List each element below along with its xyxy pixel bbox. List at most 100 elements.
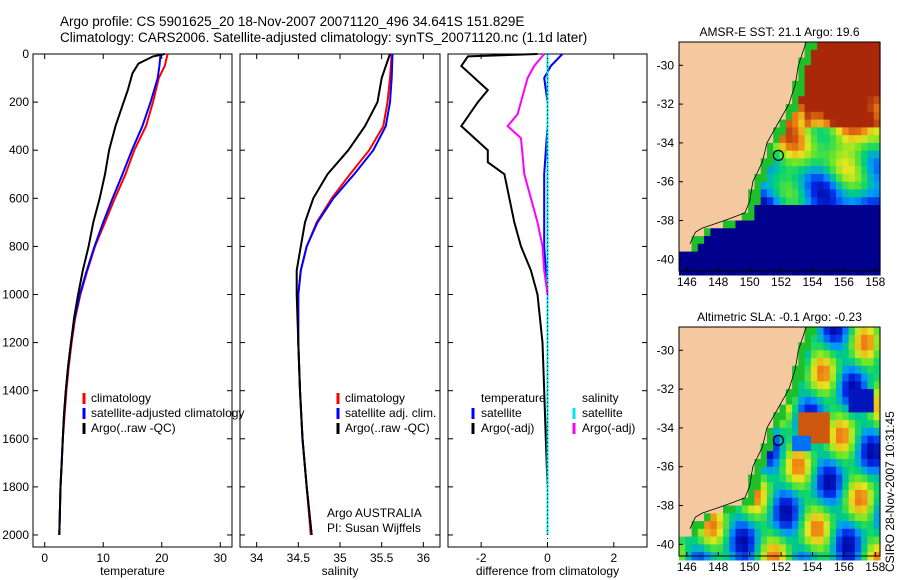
map-cell — [773, 197, 781, 206]
map-cell — [766, 174, 774, 183]
map-cell — [867, 389, 875, 398]
map-cell — [785, 358, 793, 367]
map-cell — [861, 49, 869, 59]
map-cell — [823, 96, 831, 105]
map-cell — [685, 73, 693, 82]
map-cell — [729, 342, 737, 351]
map-cell — [704, 365, 711, 375]
map-cell — [697, 181, 705, 191]
map-cell — [798, 243, 806, 253]
map-cell — [679, 135, 686, 144]
map-cell — [836, 197, 843, 206]
map-cell — [748, 166, 755, 175]
map-cell — [773, 474, 781, 483]
map-cell — [691, 104, 699, 113]
map-cell — [760, 396, 768, 406]
map-cell — [723, 466, 730, 476]
map-cell — [873, 412, 881, 421]
map-cell — [842, 181, 850, 191]
map-cell — [785, 404, 793, 413]
map-cell — [691, 220, 699, 229]
legend-label: satellite — [582, 406, 623, 420]
y-tick-label: 600 — [9, 191, 29, 205]
map-cell — [854, 259, 862, 268]
map-cell — [810, 443, 818, 452]
map-cell — [798, 205, 806, 214]
map-cell — [760, 119, 768, 128]
map-cell — [823, 251, 831, 260]
map-cell — [848, 389, 856, 398]
map-cell — [741, 459, 749, 468]
map-cell — [710, 350, 718, 359]
map-cell — [748, 396, 755, 406]
map-cell — [842, 142, 850, 152]
map-cell — [773, 119, 781, 128]
map-cell — [729, 158, 737, 167]
map-cell — [710, 528, 718, 538]
map-cell — [754, 474, 762, 483]
map-cell — [716, 197, 724, 206]
map-cell — [817, 243, 825, 253]
map-cell — [748, 127, 755, 136]
map-cell — [679, 197, 686, 206]
map-cell — [723, 342, 730, 351]
map-cell — [754, 381, 762, 390]
axes-box — [239, 53, 441, 548]
map-cell — [785, 327, 793, 336]
map-cell — [829, 420, 837, 429]
map-cell — [754, 49, 762, 59]
map-cell — [842, 412, 850, 421]
map-cell — [735, 259, 743, 268]
map-cell — [861, 158, 869, 167]
map-cell — [861, 459, 869, 468]
map-cell — [842, 466, 850, 476]
map-cell — [679, 166, 686, 175]
map-cell — [873, 73, 881, 82]
map-cell — [729, 358, 737, 367]
x-axis-label: difference from climatology — [476, 564, 619, 578]
map-cell — [697, 174, 705, 183]
map-cell — [817, 443, 825, 452]
map-cell — [760, 73, 768, 82]
map-cell — [854, 505, 862, 514]
map-cell — [760, 104, 768, 113]
map-cell — [679, 119, 686, 128]
map-cell — [704, 373, 711, 382]
map-cell — [785, 513, 793, 522]
map-cell — [704, 513, 711, 522]
map-cell — [729, 259, 737, 268]
map-cell — [679, 365, 686, 375]
map-cell — [723, 88, 730, 97]
map-cell — [773, 212, 781, 222]
map-cell — [754, 459, 762, 468]
map-cell — [817, 513, 825, 522]
map-cell — [716, 158, 724, 167]
map-cell — [716, 135, 724, 144]
map-cell — [704, 197, 711, 206]
map-cell — [804, 358, 812, 367]
map-cell — [685, 174, 693, 183]
map-cell — [760, 497, 768, 507]
map-cell — [842, 80, 850, 90]
map-cell — [823, 228, 831, 237]
map-cell — [760, 189, 768, 198]
map-cell — [697, 420, 705, 429]
map-cell — [729, 544, 737, 553]
map-cell — [823, 142, 831, 152]
map-cell — [792, 528, 799, 538]
map-cell — [773, 104, 781, 113]
map-cell — [704, 334, 711, 344]
map-cell — [873, 350, 881, 359]
map-cell — [842, 197, 850, 206]
map-cell — [741, 166, 749, 175]
map-cell — [697, 521, 705, 530]
map-cell — [679, 158, 686, 167]
map-cell — [823, 350, 831, 359]
map-cell — [691, 482, 699, 491]
map-cell — [836, 528, 843, 538]
map-cell — [842, 451, 850, 460]
map-cell — [854, 528, 862, 538]
map-cell — [679, 236, 686, 245]
map-cell — [685, 181, 693, 191]
map-cell — [697, 205, 705, 214]
